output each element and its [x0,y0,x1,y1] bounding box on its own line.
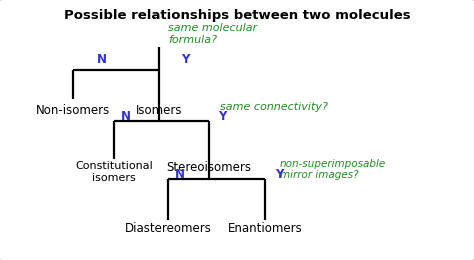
Text: Possible relationships between two molecules: Possible relationships between two molec… [64,9,410,22]
Text: Enantiomers: Enantiomers [228,222,303,235]
Text: Stereoisomers: Stereoisomers [166,161,251,174]
Text: N: N [120,110,131,124]
Text: N: N [175,168,185,181]
Text: Y: Y [275,168,284,181]
Text: same molecular
formula?: same molecular formula? [168,23,257,45]
Text: Y: Y [219,110,227,124]
Text: non-superimposable
mirror images?: non-superimposable mirror images? [280,159,386,180]
Text: Y: Y [181,53,189,66]
Text: Constitutional
isomers: Constitutional isomers [75,161,153,183]
Text: Isomers: Isomers [136,104,182,117]
Text: N: N [97,53,107,66]
Text: same connectivity?: same connectivity? [220,102,328,112]
Text: Diastereomers: Diastereomers [125,222,212,235]
Text: Non-isomers: Non-isomers [36,104,110,117]
